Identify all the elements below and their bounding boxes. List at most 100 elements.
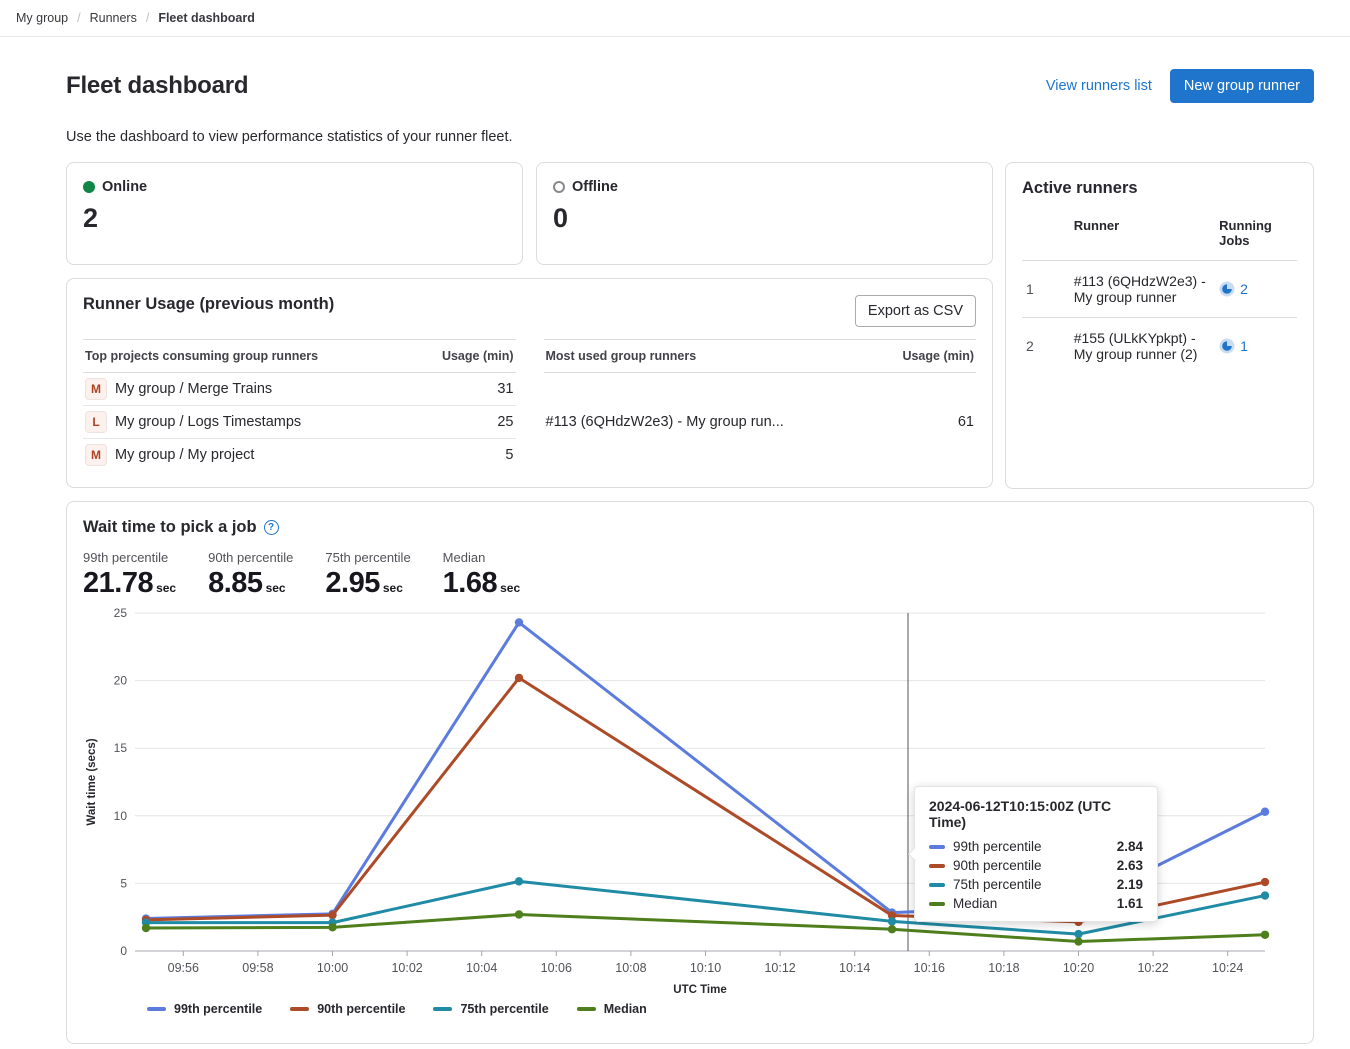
stat-value: 8.85sec	[208, 567, 293, 600]
tooltip-row: 99th percentile2.84	[929, 839, 1143, 854]
legend-label: 90th percentile	[317, 1002, 405, 1016]
legend-item[interactable]: 75th percentile	[433, 1002, 548, 1016]
tooltip-series-swatch	[929, 845, 945, 849]
wait-time-stat: 99th percentile 21.78sec	[83, 550, 176, 600]
runner-name: #155 (ULkKYpkpt) - My group runner (2)	[1070, 318, 1215, 375]
x-tick-label: 10:20	[1063, 961, 1094, 975]
legend-item[interactable]: 99th percentile	[147, 1002, 262, 1016]
x-tick-label: 10:00	[317, 961, 348, 975]
project-avatar: L	[85, 411, 107, 433]
tooltip-series-swatch	[929, 864, 945, 868]
wait-time-title: Wait time to pick a job	[83, 518, 257, 537]
running-jobs-count: 2	[1240, 281, 1248, 297]
chart-legend: 99th percentile 90th percentile 75th perce…	[147, 1002, 1297, 1016]
stat-unit: sec	[500, 581, 520, 595]
x-axis-label: UTC Time	[673, 984, 726, 996]
x-tick-label: 10:08	[615, 961, 646, 975]
chart-tooltip: 2024-06-12T10:15:00Z (UTC Time) 99th per…	[914, 786, 1158, 922]
runner-name: #113 (6QHdzW2e3) - My group run...	[544, 373, 874, 472]
x-tick-label: 10:12	[764, 961, 795, 975]
y-tick-label: 25	[114, 606, 128, 620]
runner-rank: 1	[1022, 261, 1070, 318]
wait-time-stat: 75th percentile2.95sec	[325, 550, 410, 600]
offline-status-icon	[553, 181, 565, 193]
data-point	[515, 674, 523, 682]
table-row: 2#155 (ULkKYpkpt) - My group runner (2)1	[1022, 318, 1297, 375]
online-label: Online	[102, 179, 147, 195]
data-point	[888, 925, 896, 933]
running-jobs-link[interactable]: 2	[1219, 281, 1293, 297]
data-point	[515, 618, 523, 626]
new-group-runner-button[interactable]: New group runner	[1170, 69, 1314, 103]
y-axis-label: Wait time (secs)	[86, 738, 98, 825]
running-status-icon	[1219, 338, 1235, 354]
breadcrumb-separator: /	[77, 11, 80, 25]
active-runners-card: Active runners Runner Running Jobs 1#113…	[1005, 162, 1314, 489]
page-title: Fleet dashboard	[66, 72, 248, 100]
project-name: My group / My project	[115, 447, 254, 463]
offline-count: 0	[553, 203, 976, 234]
table-row: 1#113 (6QHdzW2e3) - My group runner 2	[1022, 261, 1297, 318]
running-status-icon	[1219, 281, 1235, 297]
most-used-runners-table: Most used group runners Usage (min) #113…	[544, 339, 977, 471]
stat-label: 99th percentile	[83, 550, 176, 565]
tooltip-row: Median1.61	[929, 896, 1143, 911]
usage-min-column-header: Usage (min)	[873, 340, 976, 373]
tooltip-title: 2024-06-12T10:15:00Z (UTC Time)	[929, 798, 1143, 830]
top-projects-column-header: Top projects consuming group runners	[83, 340, 411, 373]
offline-runners-card: Offline 0	[536, 162, 993, 265]
breadcrumb-item[interactable]: My group	[16, 11, 68, 25]
data-point	[888, 917, 896, 925]
tooltip-row: 75th percentile2.19	[929, 877, 1143, 892]
legend-label: 75th percentile	[460, 1002, 548, 1016]
legend-item[interactable]: Median	[577, 1002, 647, 1016]
wait-time-chart[interactable]: 051015202509:5609:5810:0010:0210:0410:06…	[83, 606, 1297, 998]
help-icon[interactable]: ?	[264, 520, 279, 535]
x-tick-label: 10:22	[1137, 961, 1168, 975]
x-tick-label: 10:06	[541, 961, 572, 975]
stat-value: 2.95sec	[325, 567, 410, 600]
stat-label: Median	[443, 550, 520, 565]
breadcrumb-item: Fleet dashboard	[158, 11, 255, 25]
running-jobs-column-header: Running Jobs	[1215, 208, 1297, 261]
x-tick-label: 10:04	[466, 961, 497, 975]
data-point	[1261, 878, 1269, 886]
running-jobs-link[interactable]: 1	[1219, 338, 1293, 354]
table-row: LMy group / Logs Timestamps25	[83, 406, 516, 439]
view-runners-list-link[interactable]: View runners list	[1046, 78, 1152, 94]
runner-usage-title: Runner Usage (previous month)	[83, 295, 334, 314]
breadcrumb-separator: /	[146, 11, 149, 25]
stat-unit: sec	[383, 581, 403, 595]
x-tick-label: 09:56	[168, 961, 199, 975]
runner-name: #113 (6QHdzW2e3) - My group runner	[1070, 261, 1215, 318]
runner-rank: 2	[1022, 318, 1070, 375]
wait-time-stat: Median1.68sec	[443, 550, 520, 600]
table-row: #113 (6QHdzW2e3) - My group run...61	[544, 373, 977, 472]
stat-value: 21.78sec	[83, 567, 176, 600]
x-tick-label: 09:58	[242, 961, 273, 975]
tooltip-series-value: 1.61	[1117, 896, 1143, 911]
tooltip-series-value: 2.19	[1117, 877, 1143, 892]
runner-usage-card: Runner Usage (previous month) Export as …	[66, 278, 993, 488]
online-status-icon	[83, 181, 95, 193]
top-projects-table: Top projects consuming group runners Usa…	[83, 339, 516, 471]
data-point	[142, 924, 150, 932]
x-tick-label: 10:02	[391, 961, 422, 975]
data-point	[1074, 930, 1082, 938]
y-tick-label: 20	[114, 674, 128, 688]
main-content: Fleet dashboard View runners list New gr…	[0, 37, 1350, 1044]
breadcrumb: My group / Runners / Fleet dashboard	[0, 0, 1350, 37]
usage-value: 61	[873, 373, 976, 472]
x-tick-label: 10:18	[988, 961, 1019, 975]
export-csv-button[interactable]: Export as CSV	[855, 295, 976, 327]
tooltip-series-name: 99th percentile	[953, 839, 1042, 854]
data-point	[328, 911, 336, 919]
table-row: MMy group / My project5	[83, 439, 516, 472]
data-point	[1074, 937, 1082, 945]
breadcrumb-item[interactable]: Runners	[90, 11, 137, 25]
legend-item[interactable]: 90th percentile	[290, 1002, 405, 1016]
project-name: My group / Merge Trains	[115, 381, 272, 397]
data-point	[515, 910, 523, 918]
y-tick-label: 5	[120, 876, 127, 890]
online-runners-card: Online 2	[66, 162, 523, 265]
